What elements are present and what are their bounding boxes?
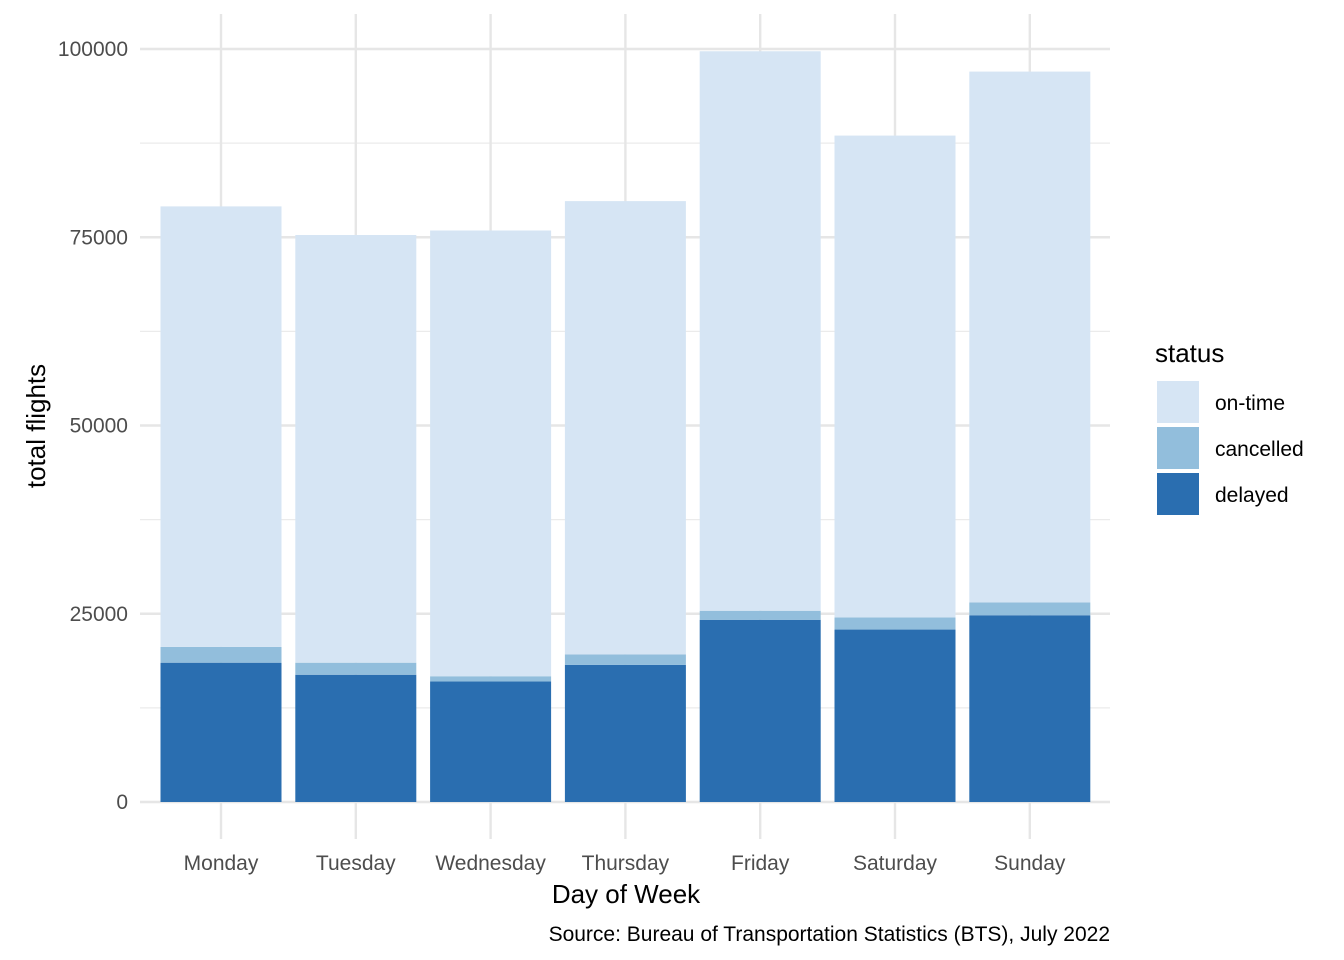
bar-cancelled-thursday — [564, 654, 686, 665]
chart-caption: Source: Bureau of Transportation Statist… — [549, 923, 1110, 946]
x-tick-label: Friday — [731, 852, 790, 875]
bar-cancelled-friday — [699, 610, 821, 620]
bar-delayed-sunday — [969, 615, 1091, 802]
bar-delayed-tuesday — [295, 674, 417, 802]
bar-cancelled-sunday — [969, 602, 1091, 616]
bar-on-time-sunday — [969, 71, 1091, 603]
legend-key-cancelled — [1157, 427, 1199, 469]
y-axis-ticks: 0 25000 50000 75000 100000 — [58, 38, 128, 814]
x-tick-label: Thursday — [582, 852, 670, 875]
bar-cancelled-saturday — [834, 617, 956, 630]
legend-label-delayed: delayed — [1215, 484, 1289, 507]
x-tick-label: Tuesday — [316, 852, 396, 875]
bar-cancelled-wednesday — [430, 676, 552, 682]
bar-delayed-monday — [160, 662, 282, 802]
x-tick-label: Sunday — [994, 852, 1066, 875]
x-tick-label: Wednesday — [435, 852, 546, 875]
legend-entries: on-time cancelled delayed — [1157, 381, 1304, 515]
y-tick-label: 75000 — [70, 226, 128, 249]
y-tick-label: 50000 — [70, 415, 128, 438]
y-axis-title: total flights — [21, 364, 51, 488]
bar-on-time-friday — [699, 51, 821, 611]
legend-key-delayed — [1157, 473, 1199, 515]
x-tick-label: Monday — [184, 852, 259, 875]
y-tick-label: 25000 — [70, 603, 128, 626]
bar-on-time-thursday — [564, 201, 686, 655]
x-axis-title: Day of Week — [552, 879, 701, 909]
bar-delayed-thursday — [564, 664, 686, 802]
bar-on-time-saturday — [834, 135, 956, 618]
bar-on-time-monday — [160, 206, 282, 647]
y-tick-label: 0 — [116, 791, 128, 814]
bar-on-time-tuesday — [295, 234, 417, 663]
x-tick-label: Saturday — [853, 852, 938, 875]
bars — [160, 51, 1091, 802]
bar-on-time-wednesday — [430, 230, 552, 677]
legend: status on-time cancelled delayed — [1155, 338, 1304, 515]
legend-label-cancelled: cancelled — [1215, 438, 1304, 461]
legend-key-on-time — [1157, 381, 1199, 423]
y-tick-label: 100000 — [58, 38, 128, 61]
bar-delayed-friday — [699, 619, 821, 802]
bar-cancelled-monday — [160, 646, 282, 663]
bar-delayed-wednesday — [430, 681, 552, 802]
x-axis-ticks: Monday Tuesday Wednesday Thursday Friday Satu… — [184, 852, 1066, 875]
legend-label-on-time: on-time — [1215, 392, 1285, 415]
legend-title: status — [1155, 338, 1224, 368]
bar-delayed-saturday — [834, 629, 956, 802]
bar-cancelled-tuesday — [295, 662, 417, 675]
